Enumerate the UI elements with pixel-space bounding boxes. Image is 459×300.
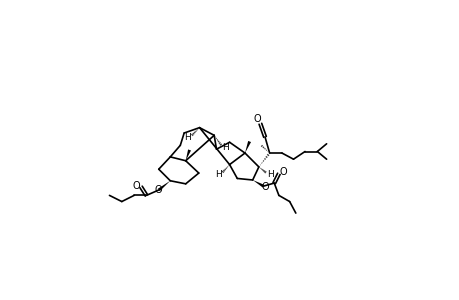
Text: O: O	[279, 167, 287, 177]
Text: H: H	[214, 170, 221, 179]
Polygon shape	[185, 149, 190, 161]
Polygon shape	[157, 181, 170, 191]
Text: H: H	[266, 170, 273, 179]
Polygon shape	[245, 141, 251, 153]
Text: O: O	[155, 185, 162, 195]
Text: H: H	[222, 143, 229, 152]
Text: O: O	[253, 114, 261, 124]
Text: H: H	[184, 133, 190, 142]
Text: O: O	[132, 181, 140, 191]
Text: O: O	[261, 182, 268, 192]
Polygon shape	[252, 180, 263, 188]
